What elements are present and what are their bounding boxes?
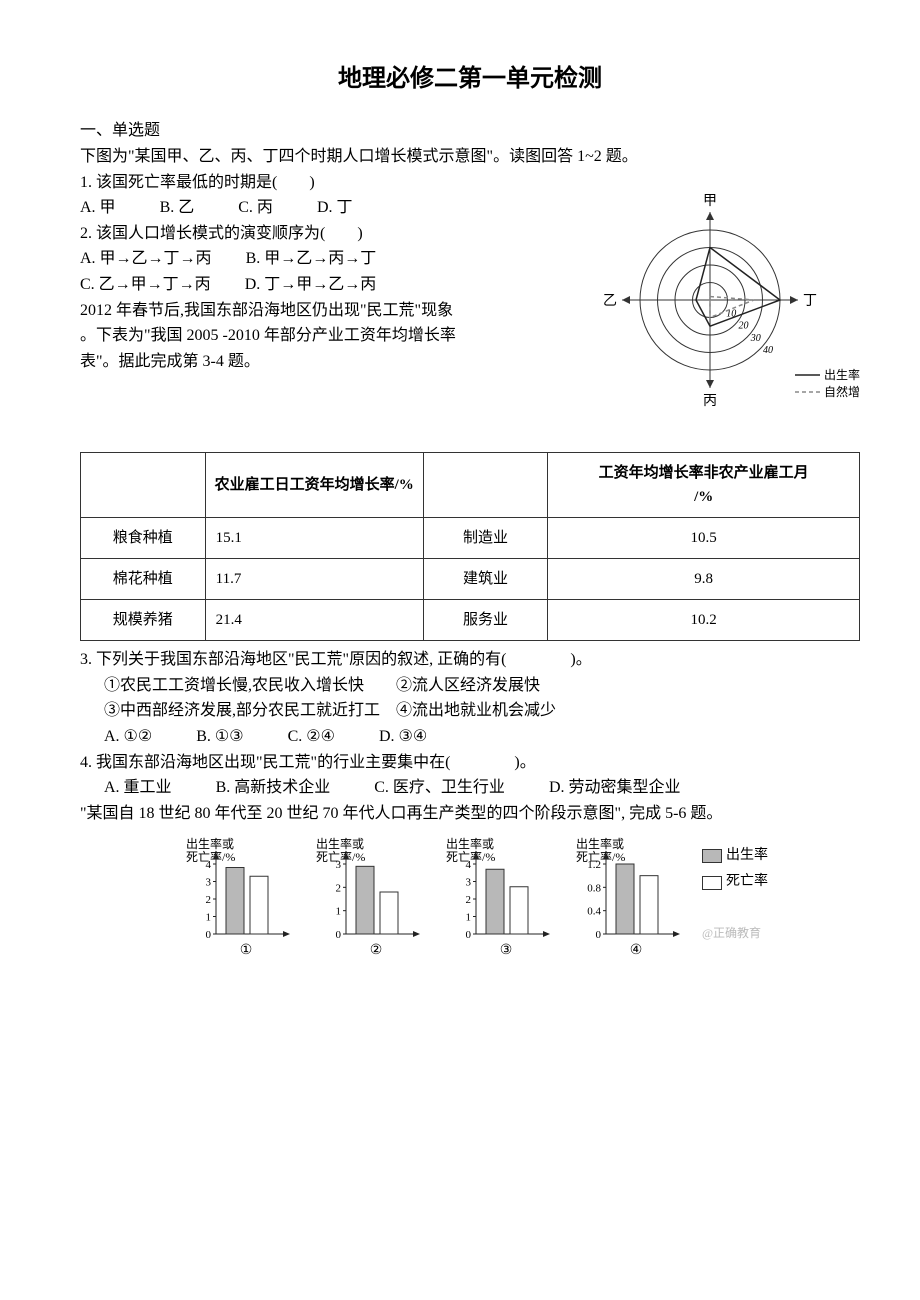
q2-opt-B[interactable]: B. 甲→乙→丙→丁 xyxy=(246,246,377,272)
table-cell: 服务业 xyxy=(423,600,548,641)
q4-opt-A[interactable]: A. 重工业 xyxy=(104,775,172,801)
svg-text:0.4: 0.4 xyxy=(587,906,601,918)
table-header-cell xyxy=(423,453,548,518)
svg-text:20: 20 xyxy=(739,320,749,331)
q1-opt-A[interactable]: A. 甲 xyxy=(80,195,116,221)
q4-opt-D[interactable]: D. 劳动密集型企业 xyxy=(549,775,681,801)
svg-text:出生率或: 出生率或 xyxy=(186,836,234,851)
svg-text:出生率或: 出生率或 xyxy=(446,836,494,851)
bar-legend: 出生率死亡率 @正确教育 xyxy=(702,845,768,943)
svg-text:3: 3 xyxy=(206,877,212,889)
svg-text:0: 0 xyxy=(596,929,602,941)
svg-text:2: 2 xyxy=(206,894,212,906)
svg-text:丙: 丙 xyxy=(703,394,717,409)
svg-text:乙: 乙 xyxy=(603,293,617,309)
svg-text:0: 0 xyxy=(336,929,342,941)
svg-text:出生率(‰): 出生率(‰) xyxy=(824,367,860,382)
table-header-cell xyxy=(81,453,206,518)
intro-q3-4-a: 2012 年春节后,我国东部沿海地区仍出现"民工荒"现象 xyxy=(80,298,590,324)
q1-stem: 1. 该国死亡率最低的时期是( ) xyxy=(80,170,590,196)
q4-opt-C[interactable]: C. 医疗、卫生行业 xyxy=(374,775,505,801)
table-row: 粮食种植15.1制造业10.5 xyxy=(81,518,860,559)
table-cell: 10.2 xyxy=(548,600,860,641)
table-cell: 11.7 xyxy=(205,559,423,600)
intro-q3-4-c: 表"。据此完成第 3-4 题。 xyxy=(80,349,590,375)
section-mcq-heading: 一、单选题 xyxy=(80,118,860,144)
svg-text:出生率或: 出生率或 xyxy=(316,836,364,851)
table-row: 规模养猪21.4服务业10.2 xyxy=(81,600,860,641)
table-cell: 规模养猪 xyxy=(81,600,206,641)
page-title: 地理必修二第一单元检测 xyxy=(80,60,860,98)
svg-text:30: 30 xyxy=(750,332,761,343)
q3-statement-row2: ③中西部经济发展,部分农民工就近打工 ④流出地就业机会减少 xyxy=(80,698,860,724)
q3-opt-D[interactable]: D. ③④ xyxy=(379,724,427,750)
table-cell: 制造业 xyxy=(423,518,548,559)
q3-opt-B[interactable]: B. ①③ xyxy=(196,724,243,750)
q2-opt-C[interactable]: C. 乙→甲→丁→丙 xyxy=(80,272,211,298)
svg-text:1.2: 1.2 xyxy=(587,859,601,871)
legend-birth-label: 出生率 xyxy=(726,845,768,867)
svg-text:3: 3 xyxy=(466,877,472,889)
svg-text:4: 4 xyxy=(466,859,472,871)
q1-opt-D[interactable]: D. 丁 xyxy=(317,195,353,221)
svg-text:40: 40 xyxy=(763,345,773,356)
table-cell: 建筑业 xyxy=(423,559,548,600)
svg-text:0.8: 0.8 xyxy=(587,883,601,895)
intro-q5-6: "某国自 18 世纪 80 年代至 20 世纪 70 年代人口再生产类型的四个阶… xyxy=(80,801,860,827)
svg-text:③: ③ xyxy=(500,943,513,958)
q4-options: A. 重工业 B. 高新技术企业 C. 医疗、卫生行业 D. 劳动密集型企业 xyxy=(80,775,860,801)
svg-text:1: 1 xyxy=(466,912,472,924)
intro-q1-2: 下图为"某国甲、乙、丙、丁四个时期人口增长模式示意图"。读图回答 1~2 题。 xyxy=(80,144,860,170)
svg-text:2: 2 xyxy=(336,883,342,895)
q2-opt-A[interactable]: A. 甲→乙→丁→丙 xyxy=(80,246,212,272)
q1-opt-B[interactable]: B. 乙 xyxy=(160,195,195,221)
table-cell: 21.4 xyxy=(205,600,423,641)
q3-options: A. ①② B. ①③ C. ②④ D. ③④ xyxy=(80,724,860,750)
svg-text:0: 0 xyxy=(206,929,212,941)
bar-panel: 出生率或死亡率/%01234③ xyxy=(442,834,552,973)
bar-panel: 出生率或死亡率/%0123② xyxy=(312,834,422,973)
svg-text:4: 4 xyxy=(206,859,212,871)
svg-text:丁: 丁 xyxy=(803,294,817,309)
table-cell: 15.1 xyxy=(205,518,423,559)
watermark-text: @正确教育 xyxy=(702,924,768,943)
table-row: 棉花种植11.7建筑业9.8 xyxy=(81,559,860,600)
svg-text:自然增长率(‰): 自然增长率(‰) xyxy=(824,384,860,399)
svg-text:②: ② xyxy=(370,943,383,958)
q4-stem: 4. 我国东部沿海地区出现"民工荒"的行业主要集中在( )。 xyxy=(80,750,860,776)
q1-options: A. 甲 B. 乙 C. 丙 D. 丁 xyxy=(80,195,590,221)
svg-text:出生率或: 出生率或 xyxy=(576,836,624,851)
wage-growth-table: 农业雇工日工资年均增长率/% 工资年均增长率非农产业雇工月/% 粮食种植15.1制… xyxy=(80,452,860,641)
q2-options-row2: C. 乙→甲→丁→丙 D. 丁→甲→乙→丙 xyxy=(80,272,590,298)
intro-q3-4-b: 。下表为"我国 2005 -2010 年部分产业工资年均增长率 xyxy=(80,323,590,349)
radar-chart: 甲丁丙乙10203040出生率(‰)自然增长率(‰) xyxy=(600,170,860,430)
svg-text:④: ④ xyxy=(630,943,643,958)
bar-panel: 出生率或死亡率/%00.40.81.2④ xyxy=(572,834,682,973)
bar-panels-figure: 出生率或死亡率/%01234①出生率或死亡率/%0123②出生率或死亡率/%01… xyxy=(80,834,860,973)
table-header-cell: 农业雇工日工资年均增长率/% xyxy=(205,453,423,518)
legend-death-label: 死亡率 xyxy=(726,871,768,893)
table-cell: 9.8 xyxy=(548,559,860,600)
svg-text:1: 1 xyxy=(336,906,342,918)
q2-stem: 2. 该国人口增长模式的演变顺序为( ) xyxy=(80,221,590,247)
table-header-cell: 工资年均增长率非农产业雇工月/% xyxy=(548,453,860,518)
bar-panel: 出生率或死亡率/%01234① xyxy=(182,834,292,973)
q1-opt-C[interactable]: C. 丙 xyxy=(238,195,273,221)
q2-options-row1: A. 甲→乙→丁→丙 B. 甲→乙→丙→丁 xyxy=(80,246,590,272)
table-cell: 10.5 xyxy=(548,518,860,559)
q3-opt-C[interactable]: C. ②④ xyxy=(288,724,335,750)
q3-opt-A[interactable]: A. ①② xyxy=(104,724,152,750)
table-cell: 棉花种植 xyxy=(81,559,206,600)
svg-text:①: ① xyxy=(240,943,253,958)
svg-text:3: 3 xyxy=(336,859,342,871)
svg-text:0: 0 xyxy=(466,929,472,941)
svg-text:2: 2 xyxy=(466,894,472,906)
q2-opt-D[interactable]: D. 丁→甲→乙→丙 xyxy=(245,272,377,298)
q3-statement-row1: ①农民工工资增长慢,农民收入增长快 ②流人区经济发展快 xyxy=(80,673,860,699)
svg-text:甲: 甲 xyxy=(703,194,717,209)
q3-stem: 3. 下列关于我国东部沿海地区"民工荒"原因的叙述, 正确的有( )。 xyxy=(80,647,860,673)
table-cell: 粮食种植 xyxy=(81,518,206,559)
svg-text:1: 1 xyxy=(206,912,212,924)
q4-opt-B[interactable]: B. 高新技术企业 xyxy=(216,775,331,801)
